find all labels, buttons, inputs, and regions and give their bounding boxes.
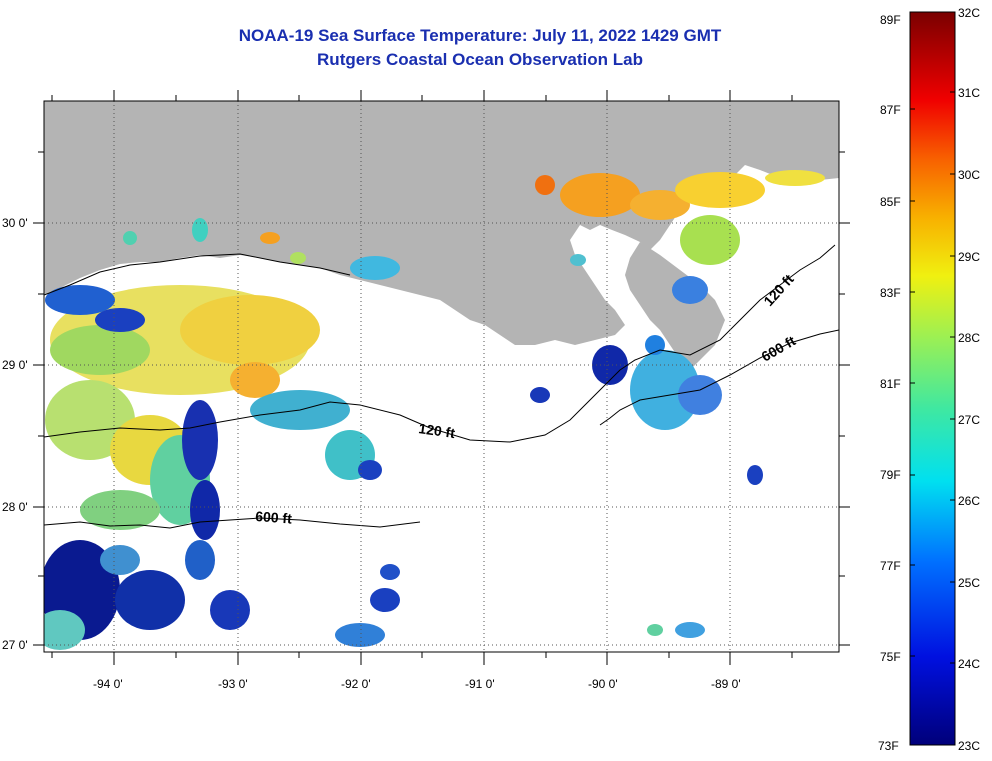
lon-tick-label: -94 0' — [93, 677, 123, 691]
colorbar-label-f: 77F — [880, 559, 901, 573]
lon-tick-label: -90 0' — [588, 677, 618, 691]
colorbar-label-c: 28C — [958, 331, 981, 345]
colorbar-label-c: 24C — [958, 657, 981, 671]
colorbar-label-f: 73F — [878, 739, 899, 753]
colorbar-label-f: 89F — [880, 13, 901, 27]
colorbar-label-c: 32C — [958, 6, 981, 20]
land-area — [44, 101, 839, 345]
axis-ticks — [33, 90, 850, 665]
colorbar-label-f: 87F — [880, 103, 901, 117]
contour-label: 600 ft — [255, 508, 293, 527]
delta-land — [625, 242, 725, 370]
colorbar-label-f: 81F — [880, 377, 901, 391]
colorbar-label-c: 23C — [958, 739, 981, 753]
lon-tick-label: -89 0' — [711, 677, 741, 691]
colorbar-label-c: 29C — [958, 250, 981, 264]
sst-patches — [44, 170, 825, 650]
colorbar-label-c: 30C — [958, 168, 981, 182]
lon-tick-label: -93 0' — [218, 677, 248, 691]
contours — [44, 244, 839, 529]
colorbar-label-c: 27C — [958, 413, 981, 427]
colorbar-label-f: 85F — [880, 195, 901, 209]
map-frame — [43, 100, 840, 653]
lon-tick-label: -92 0' — [341, 677, 371, 691]
colorbar — [909, 11, 956, 746]
lat-tick-label: 27 0' — [2, 638, 28, 652]
lat-tick-label: 29 0' — [2, 358, 28, 372]
colorbar-label-f: 79F — [880, 468, 901, 482]
colorbar-ticks — [910, 11, 955, 664]
lat-tick-label: 28 0' — [2, 500, 28, 514]
colorbar-label-c: 25C — [958, 576, 981, 590]
lon-tick-label: -91 0' — [465, 677, 495, 691]
map-title: NOAA-19 Sea Surface Temperature: July 11… — [238, 26, 722, 45]
colorbar-label-f: 83F — [880, 286, 901, 300]
colorbar-label-c: 31C — [958, 86, 981, 100]
map-subtitle: Rutgers Coastal Ocean Observation Lab — [317, 50, 643, 69]
contour-label: 120 ft — [418, 420, 457, 441]
colorbar-label-c: 26C — [958, 494, 981, 508]
lat-tick-label: 30 0' — [2, 216, 28, 230]
graticule — [44, 101, 839, 652]
colorbar-label-f: 75F — [880, 650, 901, 664]
